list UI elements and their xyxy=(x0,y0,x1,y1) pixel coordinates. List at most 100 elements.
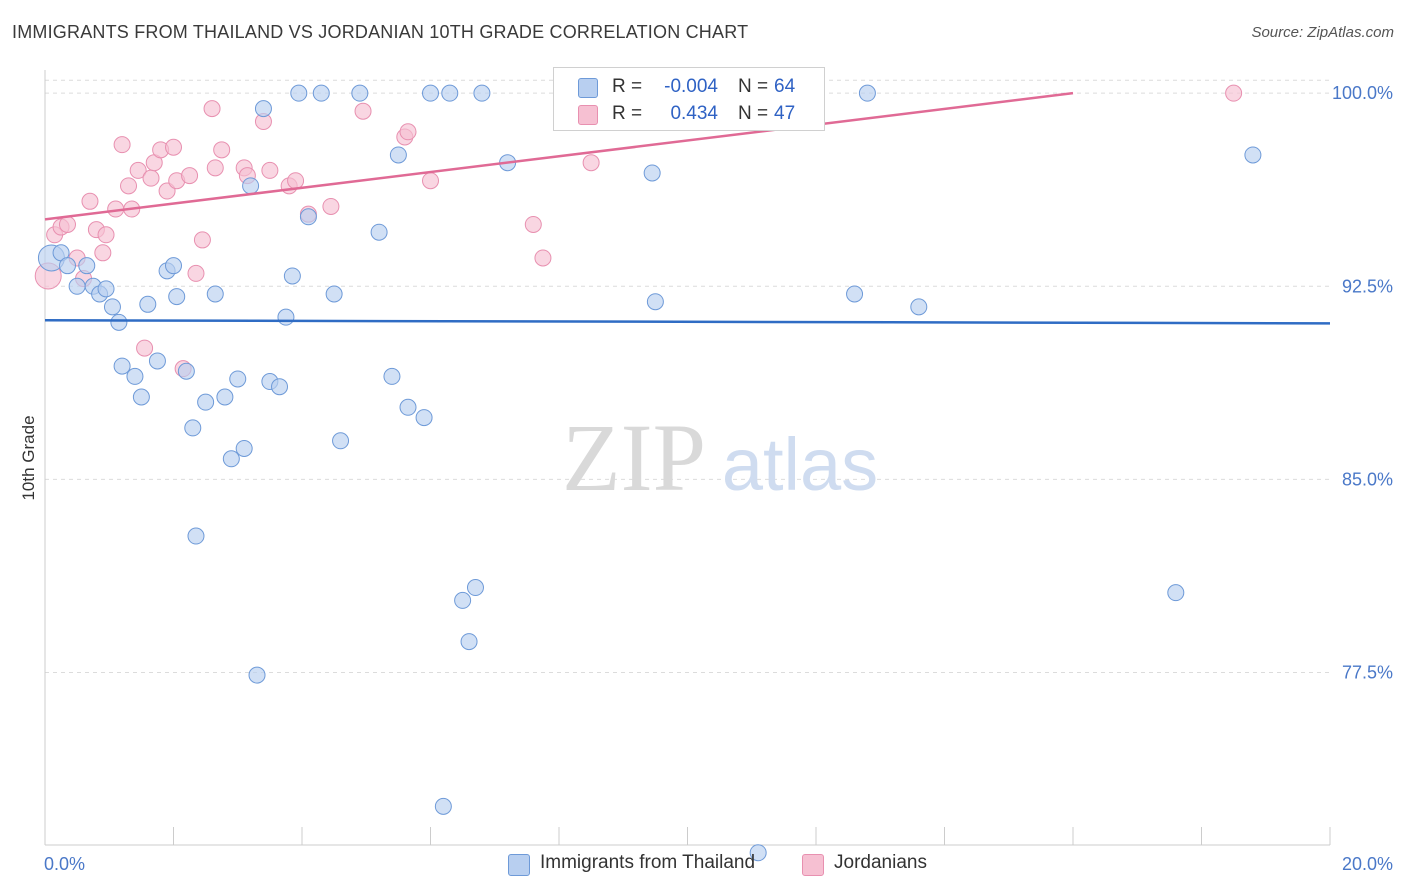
thailand-point xyxy=(473,84,491,102)
axis-labels: 77.5% 85.0% 92.5% 100.0% 0.0% 20.0% 10th Grade xyxy=(19,83,1393,874)
thailand-point xyxy=(422,84,439,102)
jordanian-point xyxy=(81,192,99,210)
thailand-point xyxy=(466,579,484,597)
jordanian-point xyxy=(1225,84,1243,102)
jordanian-point xyxy=(354,102,372,120)
series-legend: Immigrants from Thailand Jordanians xyxy=(0,851,1406,879)
thailand-point xyxy=(206,285,224,303)
axes xyxy=(44,70,1331,846)
series-thailand xyxy=(37,84,1262,862)
jordanian-point xyxy=(399,123,417,141)
legend-swatch-pink xyxy=(802,854,824,876)
trend-lines xyxy=(44,91,1331,325)
thailand-point xyxy=(332,432,350,450)
watermark: ZIP atlas xyxy=(562,404,878,511)
thailand-point xyxy=(68,277,86,295)
jordanian-point xyxy=(322,197,340,215)
y-axis-label: 10th Grade xyxy=(19,415,38,500)
legend-n-label: N = xyxy=(738,103,769,124)
jordanian-point xyxy=(58,215,76,233)
jordanian-point xyxy=(213,141,231,159)
jordanian-point xyxy=(165,138,182,156)
thailand-point xyxy=(910,298,928,316)
jordanian-point xyxy=(113,136,131,154)
thailand-point xyxy=(399,398,417,416)
jordanian-point xyxy=(582,154,600,172)
y-tick-label: 92.5% xyxy=(1342,276,1393,296)
legend-n-value: 64 xyxy=(774,76,796,97)
thailand-point xyxy=(283,267,301,285)
thailand-point xyxy=(242,177,260,195)
jordanian-point xyxy=(136,339,154,357)
jordanian-point xyxy=(206,159,224,177)
thailand-point xyxy=(148,352,166,370)
thailand-point xyxy=(222,450,240,468)
thailand-point xyxy=(113,357,131,375)
thailand-point xyxy=(370,223,388,241)
thailand-point xyxy=(110,313,128,331)
thailand-point xyxy=(126,367,144,385)
jordanian-point xyxy=(142,169,160,187)
thailand-point xyxy=(454,591,472,609)
thailand-point xyxy=(187,527,205,545)
thailand-point xyxy=(248,666,266,684)
legend-swatch-blue xyxy=(578,78,598,98)
jordanian-point xyxy=(97,226,115,244)
legend-label-thailand: Immigrants from Thailand xyxy=(540,852,756,873)
jordanian-point xyxy=(422,172,439,190)
thailand-point xyxy=(229,370,247,388)
jordanian-point xyxy=(181,167,199,185)
legend-r-value: 0.434 xyxy=(670,103,718,124)
jordanian-point xyxy=(120,177,138,195)
jordanian-point xyxy=(203,100,221,118)
thailand-point xyxy=(277,308,295,326)
legend-n-label: N = xyxy=(738,76,769,97)
thailand-point xyxy=(749,844,767,862)
jordanian-point xyxy=(187,264,205,282)
thailand-point xyxy=(434,797,452,815)
watermark-atlas: atlas xyxy=(722,423,878,506)
thailand-point xyxy=(177,362,195,380)
legend-n-value: 47 xyxy=(774,103,796,124)
legend-row-jordanians: R = 0.434 N = 47 xyxy=(554,101,824,127)
legend-r-label: R = xyxy=(612,103,643,124)
thailand-point xyxy=(858,84,876,102)
jordanian-point xyxy=(524,215,542,233)
thailand-point xyxy=(1167,584,1185,602)
thailand-point xyxy=(132,388,150,406)
thailand-point xyxy=(97,280,115,298)
thailand-point xyxy=(58,257,76,275)
stats-legend: R = -0.004 N = 64 R = 0.434 N = 47 xyxy=(553,67,825,131)
thailand-point xyxy=(325,285,343,303)
thailand-point xyxy=(415,409,433,427)
thailand-point xyxy=(78,257,96,275)
thailand-point xyxy=(389,146,407,164)
thailand-point xyxy=(271,378,289,396)
y-tick-label: 100.0% xyxy=(1332,83,1393,103)
watermark-zip: ZIP xyxy=(562,404,706,511)
thailand-trend-line xyxy=(44,319,1331,325)
thailand-point xyxy=(290,84,308,102)
thailand-point xyxy=(254,100,272,118)
jordanian-point xyxy=(261,161,279,179)
thailand-point xyxy=(383,367,401,385)
thailand-point xyxy=(184,419,202,437)
thailand-point xyxy=(165,257,182,275)
thailand-point xyxy=(197,393,215,411)
legend-r-value: -0.004 xyxy=(664,76,718,97)
legend-row-thailand: R = -0.004 N = 64 xyxy=(554,74,824,100)
thailand-point xyxy=(312,84,330,102)
legend-label-jordanians: Jordanians xyxy=(834,852,927,873)
x-tick-label: 0.0% xyxy=(44,854,85,874)
jordanian-point xyxy=(94,244,112,262)
thailand-point xyxy=(103,298,121,316)
y-tick-label: 77.5% xyxy=(1342,662,1393,682)
source-label: Source: ZipAtlas.com xyxy=(1251,24,1394,41)
jordanian-point xyxy=(534,249,552,267)
legend-swatch-blue xyxy=(508,854,530,876)
thailand-point xyxy=(299,208,317,226)
legend-r-label: R = xyxy=(612,76,643,97)
thailand-point xyxy=(460,633,478,651)
thailand-point xyxy=(168,288,186,306)
